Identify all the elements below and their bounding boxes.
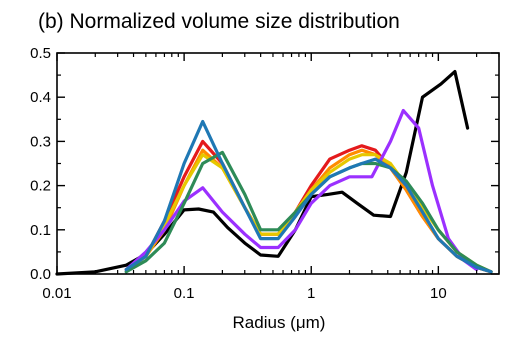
x-axis-label: Radius (μm) xyxy=(233,313,326,332)
y-tick-label: 0.5 xyxy=(30,45,51,62)
y-tick-label: 0.0 xyxy=(30,266,51,283)
y-axis: 0.0 0.1 0.2 0.3 0.4 0.5 xyxy=(30,45,499,283)
x-tick-label: 0.01 xyxy=(42,285,71,302)
y-tick-label: 0.2 xyxy=(30,178,51,195)
plot-frame xyxy=(56,52,500,275)
plot-area xyxy=(55,70,493,276)
x-tick-label: 0.1 xyxy=(174,285,195,302)
x-tick-label: 1 xyxy=(307,285,315,302)
x-tick-label: 10 xyxy=(430,285,447,302)
series-line-7 xyxy=(124,119,493,274)
y-tick-label: 0.1 xyxy=(30,222,51,239)
series-line-5 xyxy=(124,108,479,272)
y-tick-label: 0.3 xyxy=(30,133,51,150)
y-tick-label: 0.4 xyxy=(30,89,51,106)
chart-title: (b) Normalized volume size distribution xyxy=(38,10,400,33)
x-axis: 0.01 0.1 1 10 xyxy=(42,53,500,302)
series-line-1 xyxy=(55,70,470,276)
